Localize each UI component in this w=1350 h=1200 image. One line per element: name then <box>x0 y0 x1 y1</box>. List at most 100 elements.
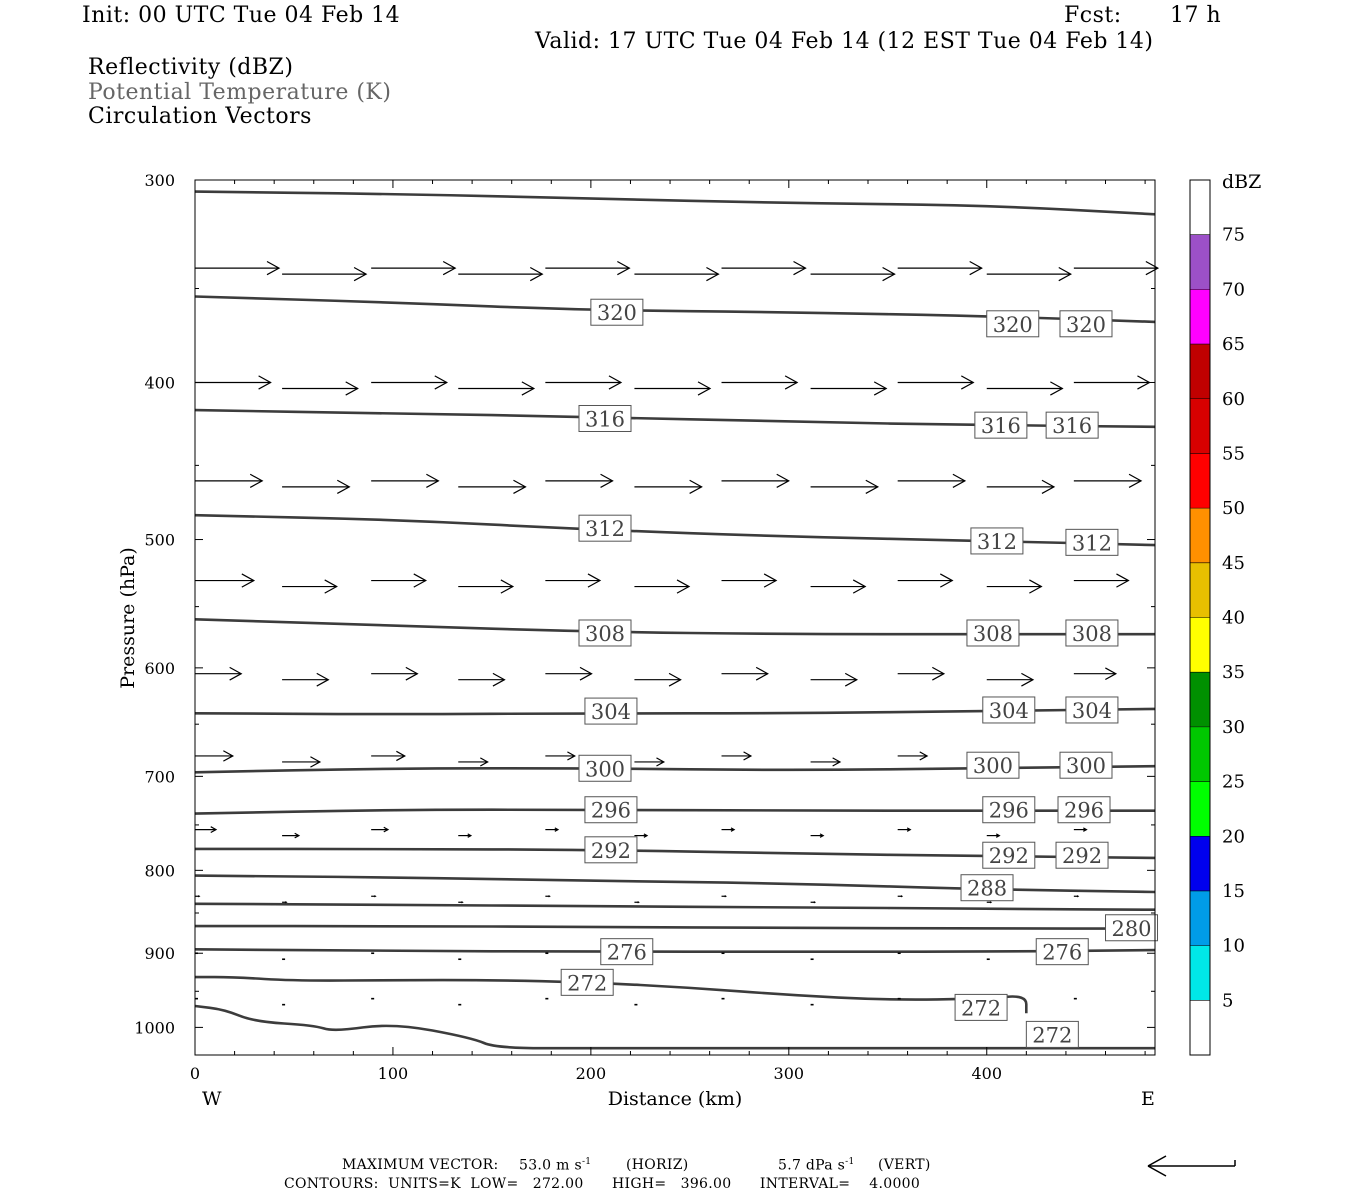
wind-vector <box>545 260 631 276</box>
y-tick-label: 400 <box>144 373 175 392</box>
x-tick-label: 300 <box>774 1064 805 1083</box>
contour-label: 300 <box>578 754 632 782</box>
contour-label: 300 <box>966 751 1020 779</box>
contour-label-text: 272 <box>1032 1023 1072 1047</box>
colorbar-level-label: 25 <box>1222 772 1245 793</box>
colorbar-level-label: 55 <box>1222 443 1245 464</box>
contour-label: 272 <box>560 968 614 996</box>
wind-vector <box>371 895 377 898</box>
wind-vector <box>282 579 338 594</box>
isentrope-276-12 <box>194 948 1156 954</box>
wind-vector <box>721 751 753 761</box>
contour-label: 292 <box>584 836 638 864</box>
forecast-label: Fcst: <box>1064 3 1122 28</box>
wind-vector <box>897 473 967 488</box>
contour-label-text: 312 <box>977 530 1017 554</box>
wind-vector <box>721 666 769 681</box>
wind-vector <box>634 672 682 687</box>
x-tick-label: 100 <box>378 1064 409 1083</box>
contour-label: 320 <box>1059 310 1113 338</box>
wind-vector <box>634 381 712 396</box>
contour-label: 304 <box>982 696 1036 724</box>
contour-label-text: 320 <box>993 313 1033 337</box>
wind-vector <box>810 757 842 767</box>
isentrope-272-14 <box>194 1004 1155 1050</box>
colorbar-swatch <box>1190 836 1210 891</box>
contour-label-text: 316 <box>981 414 1021 438</box>
colorbar-level-label: 20 <box>1222 826 1245 847</box>
wind-vector <box>634 266 720 282</box>
contour-label: 320 <box>590 298 644 326</box>
colorbar-level-label: 40 <box>1222 608 1245 629</box>
contour-label: 312 <box>1065 528 1119 556</box>
contour-label-text: 280 <box>1111 917 1151 941</box>
contour-label-text: 308 <box>1072 622 1112 646</box>
x-axis-label: Distance (km) <box>608 1088 743 1110</box>
wind-vector <box>195 895 201 898</box>
wind-vector <box>371 375 449 390</box>
forecast-hour: 17 h <box>1170 3 1222 28</box>
wind-vector <box>545 895 551 898</box>
contour-label-text: 320 <box>1066 313 1106 337</box>
wind-vector <box>986 381 1064 396</box>
contour-label: 304 <box>1065 696 1119 724</box>
y-tick-label: 700 <box>144 767 175 786</box>
wind-vector <box>721 895 727 898</box>
contour-label-text: 304 <box>989 699 1029 723</box>
field-potential-temperature: Potential Temperature (K) <box>88 80 392 105</box>
wind-vector <box>986 672 1035 687</box>
wind-vector <box>371 826 390 833</box>
wind-vector <box>458 381 536 396</box>
init-time: Init: 00 UTC Tue 04 Feb 14 <box>82 3 401 28</box>
wind-vector <box>1073 473 1143 488</box>
colorbar-level-label: 5 <box>1222 990 1233 1011</box>
wind-vector <box>1073 375 1151 390</box>
x-end-label-east: E <box>1141 1088 1155 1110</box>
wind-vector <box>810 579 867 594</box>
colorbar-swatch <box>1190 234 1210 290</box>
wind-vector <box>371 473 440 488</box>
contour-label-text: 276 <box>1042 941 1082 965</box>
contour-label: 288 <box>960 874 1014 902</box>
wind-vector <box>721 375 799 390</box>
max-vector-label: MAXIMUM VECTOR: <box>342 1157 499 1173</box>
wind-vector <box>986 833 1001 838</box>
colorbar-swatch <box>1190 726 1210 782</box>
isentrope-280-11 <box>195 924 1155 930</box>
colorbar-level-label: 45 <box>1222 553 1245 574</box>
contour-label-text: 304 <box>591 700 631 724</box>
contour-label-text: 316 <box>585 407 625 431</box>
x-tick-label: 0 <box>190 1064 200 1083</box>
x-end-label-west: W <box>202 1088 222 1110</box>
wind-vector <box>545 666 593 681</box>
max-vector-horiz-tag: (HORIZ) <box>626 1157 689 1173</box>
contour-label-text: 308 <box>585 622 625 646</box>
max-vector-vert: 5.7 dPa s-1 <box>778 1157 855 1174</box>
colorbar-level-label: 75 <box>1222 225 1245 246</box>
wind-vector <box>458 901 464 904</box>
colorbar-swatch <box>1190 508 1210 563</box>
colorbar-swatch <box>1190 1000 1210 1055</box>
wind-vector <box>1073 573 1130 588</box>
contour-label: 320 <box>986 310 1040 338</box>
contour-label: 292 <box>982 841 1036 869</box>
wind-vector <box>458 757 489 767</box>
wind-vector <box>371 573 428 588</box>
wind-vector <box>721 260 807 276</box>
colorbar-swatch <box>1190 180 1210 235</box>
contour-label: 316 <box>1045 411 1099 439</box>
wind-vector <box>458 672 506 687</box>
wind-vector <box>545 473 614 488</box>
colorbar-swatch <box>1190 344 1210 399</box>
wind-vector <box>458 579 515 594</box>
isentrope-284-10 <box>194 902 1156 911</box>
contour-label-text: 292 <box>989 844 1029 868</box>
contour-label: 304 <box>584 697 638 725</box>
wind-vector <box>195 473 264 488</box>
wind-vector <box>545 573 602 588</box>
colorbar-swatch <box>1190 945 1210 1001</box>
colorbar-swatch <box>1190 398 1210 454</box>
wind-vector <box>897 895 904 898</box>
contour-label: 312 <box>970 527 1024 555</box>
wind-vector <box>810 381 888 396</box>
